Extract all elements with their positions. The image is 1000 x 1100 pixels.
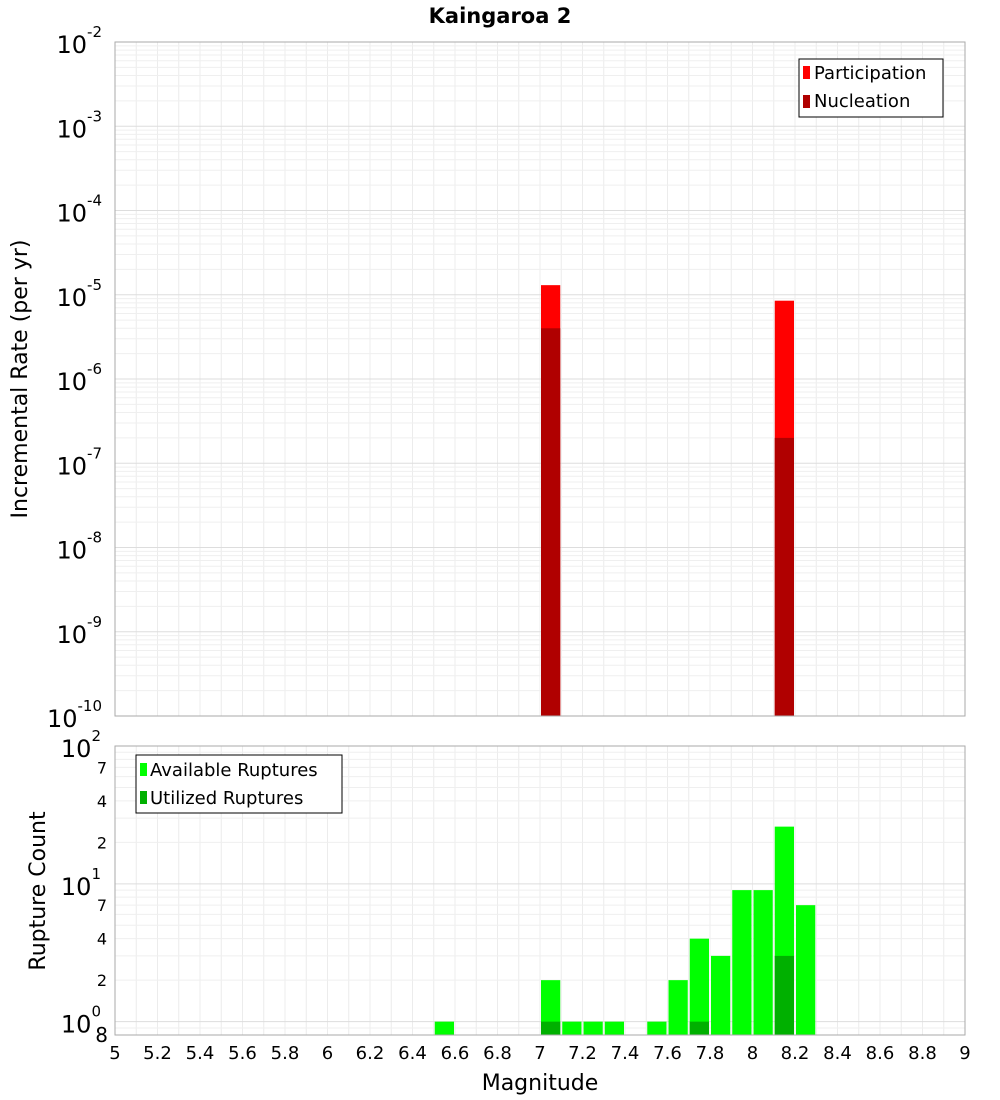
utilized-ruptures-legend-swatch: [140, 791, 147, 804]
count-y-tick-labels: 102 101 100 7 4 2 7 4 2 8: [61, 727, 108, 1047]
available-ruptures-legend-swatch: [140, 763, 147, 776]
rate-y-tick-label: 10-5: [56, 276, 102, 312]
magnitude-x-tick-label: 7.8: [696, 1043, 725, 1064]
magnitude-x-tick-label: 7.2: [568, 1043, 597, 1064]
rate-plot-frame: [114, 41, 966, 717]
magnitude-x-tick-label: 6.6: [441, 1043, 470, 1064]
magnitude-x-tick-label: 8.6: [866, 1043, 895, 1064]
magnitude-x-tick-label: 6: [322, 1043, 333, 1064]
rate-y-tick-label: 10-6: [56, 360, 102, 396]
rate-y-tick-label: 10-8: [56, 529, 102, 565]
rate-y-tick-label: 10-9: [56, 613, 102, 649]
participation-legend-swatch: [803, 66, 810, 79]
magnitude-x-tick-label: 7.4: [611, 1043, 640, 1064]
magnitude-x-tick-label: 7: [534, 1043, 545, 1064]
magnitude-x-tick-label: 8.8: [908, 1043, 937, 1064]
available-ruptures-bar: [796, 905, 816, 1035]
rate-y-tick-label: 10-7: [56, 444, 102, 480]
available-ruptures-bar: [562, 1021, 582, 1035]
count-y-minor-tick-label: 2: [97, 971, 107, 990]
magnitude-x-tick-labels: 5 5.2 5.4 5.6 5.8 6 6.2 6.4 6.6 6.8 7 7.2 7.4 7.6 7.8 8…: [109, 1043, 970, 1064]
magnitude-x-tick-label: 5.8: [271, 1043, 300, 1064]
available-ruptures-bar: [604, 1021, 624, 1035]
utilized-ruptures-legend-label: Utilized Ruptures: [150, 788, 303, 809]
available-ruptures-bar: [434, 1021, 454, 1035]
available-ruptures-bar: [583, 1021, 603, 1035]
available-ruptures-bar: [753, 890, 773, 1035]
available-ruptures-bar: [668, 980, 688, 1035]
rupture-count-panel: 102 101 100 7 4 2 7 4 2 8 5 5.2 5.4 5.6 5.8 6 6.2 6.4 6.6…: [26, 727, 971, 1096]
magnitude-x-tick-label: 5.2: [143, 1043, 172, 1064]
magnitude-x-tick-label: 5.4: [186, 1043, 215, 1064]
utilized-ruptures-bar: [774, 955, 794, 1035]
rate-legend: Participation Nucleation: [798, 58, 944, 118]
utilized-ruptures-bar: [541, 1021, 561, 1035]
x-axis-label: Magnitude: [482, 1071, 599, 1096]
rate-y-tick-label: 10-4: [56, 192, 102, 228]
magnitude-x-tick-label: 8: [747, 1043, 758, 1064]
nucleation-legend-swatch: [803, 95, 810, 108]
count-y-minor-tick-label: 7: [97, 758, 107, 777]
rate-y-tick-label: 10-3: [56, 107, 102, 143]
nucleation-legend-label: Nucleation: [814, 91, 910, 112]
magnitude-x-tick-label: 5.6: [228, 1043, 257, 1064]
available-ruptures-bar: [541, 980, 561, 1035]
rate-y-tick-labels: 10-2 10-3 10-4 10-5 10-6 10-7 10-8 10-9 10-10: [47, 23, 102, 733]
count-legend-box: [135, 754, 343, 814]
magnitude-x-tick-label: 8.2: [781, 1043, 810, 1064]
rate-panel: 10-2 10-3 10-4 10-5 10-6 10-7 10-8 10-9 10-10 In…: [8, 23, 966, 733]
nucleation-bar: [541, 328, 561, 716]
count-y-major-tick-label: 102: [61, 727, 101, 763]
available-ruptures-bar: [689, 938, 709, 1035]
count-y-minor-tick-label: 8: [95, 1023, 108, 1047]
available-ruptures-bar: [732, 890, 752, 1035]
chart-title: Kaingaroa 2: [429, 4, 572, 28]
available-ruptures-bar: [647, 1021, 667, 1035]
rate-bars: [541, 285, 794, 716]
available-ruptures-legend-label: Available Ruptures: [150, 760, 318, 781]
count-y-minor-tick-label: 2: [97, 833, 107, 852]
rate-y-tick-label: 10-10: [47, 697, 102, 733]
magnitude-x-tick-label: 9: [959, 1043, 970, 1064]
count-plot-frame: [114, 745, 966, 1036]
available-ruptures-bar: [711, 955, 731, 1035]
magnitude-x-tick-label: 7.6: [653, 1043, 682, 1064]
count-y-minor-tick-label: 4: [97, 930, 107, 949]
count-y-axis-label: Rupture Count: [26, 811, 51, 971]
rate-legend-box: [798, 58, 944, 118]
count-y-minor-tick-label: 4: [97, 792, 107, 811]
magnitude-x-tick-label: 8.4: [823, 1043, 852, 1064]
utilized-ruptures-bar: [689, 1021, 709, 1035]
magnitude-x-tick-label: 5: [109, 1043, 120, 1064]
magnitude-x-tick-label: 6.4: [398, 1043, 427, 1064]
magnitude-x-tick-label: 6.2: [356, 1043, 385, 1064]
count-legend: Available Ruptures Utilized Ruptures: [135, 754, 343, 814]
count-bars: [434, 826, 816, 1035]
magnitude-x-tick-label: 6.8: [483, 1043, 512, 1064]
participation-legend-label: Participation: [814, 63, 926, 84]
count-y-major-tick-label: 100: [61, 1003, 101, 1039]
rate-y-tick-label: 10-2: [56, 23, 102, 59]
rate-grid: [114, 42, 966, 717]
rate-y-axis-label: Incremental Rate (per yr): [8, 240, 33, 519]
count-y-major-tick-label: 101: [61, 865, 101, 901]
nucleation-bar: [774, 437, 794, 716]
count-y-minor-tick-label: 7: [97, 896, 107, 915]
